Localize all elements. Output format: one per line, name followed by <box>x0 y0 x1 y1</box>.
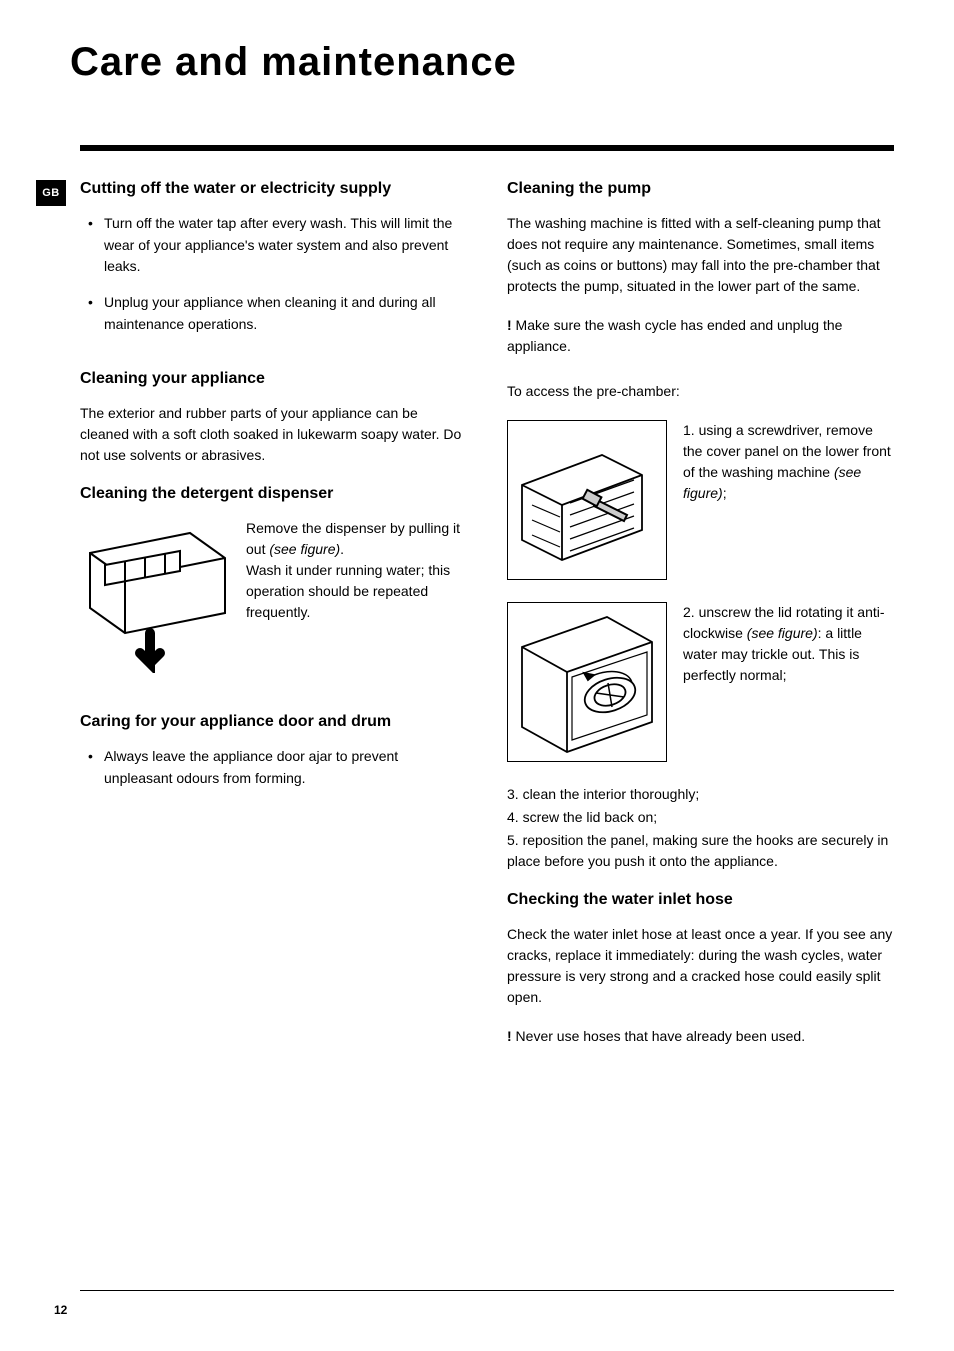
text-em: (see figure) <box>747 625 818 641</box>
figure-cover-panel-icon <box>507 420 667 580</box>
column-right: Cleaning the pump The washing machine is… <box>507 179 894 1065</box>
text-cleaning-appliance: The exterior and rubber parts of your ap… <box>80 403 467 466</box>
text-pump-lead: To access the pre-chamber: <box>507 381 894 402</box>
heading-cleaning-pump: Cleaning the pump <box>507 179 894 199</box>
figure-row-lid: 2. unscrew the lid rotating it anti-cloc… <box>507 602 894 762</box>
text-pump-warning: ! Make sure the wash cycle has ended and… <box>507 315 894 357</box>
text-dispenser: Remove the dispenser by pulling it out (… <box>246 518 467 623</box>
text-step3: 3. clean the interior thoroughly; <box>507 784 894 805</box>
text-span: Make sure the wash cycle has ended and u… <box>507 317 842 354</box>
text-span: ; <box>723 485 727 501</box>
list-item: Always leave the appliance door ajar to … <box>80 746 467 789</box>
text-span: Never use hoses that have already been u… <box>512 1028 805 1044</box>
figure-unscrew-lid-icon <box>507 602 667 762</box>
text-step4: 4. screw the lid back on; <box>507 807 894 828</box>
heading-cutting-off: Cutting off the water or electricity sup… <box>80 179 467 199</box>
column-left: Cutting off the water or electricity sup… <box>80 179 467 1065</box>
text-inlet-hose: Check the water inlet hose at least once… <box>507 924 894 1008</box>
page-title: Care and maintenance <box>70 40 894 85</box>
text-pump-intro: The washing machine is fitted with a sel… <box>507 213 894 297</box>
heading-detergent-dispenser: Cleaning the detergent dispenser <box>80 484 467 504</box>
list-item: Turn off the water tap after every wash.… <box>80 213 467 278</box>
text-span: . <box>340 541 344 557</box>
figure-row-panel: 1. using a screwdriver, remove the cover… <box>507 420 894 580</box>
heading-cleaning-appliance: Cleaning your appliance <box>80 369 467 389</box>
figure-dispenser-icon <box>80 518 230 678</box>
bullets-door-drum: Always leave the appliance door ajar to … <box>80 746 467 789</box>
list-item: Unplug your appliance when cleaning it a… <box>80 292 467 335</box>
divider-thin-bottom <box>80 1290 894 1291</box>
divider-thick <box>80 145 894 151</box>
heading-inlet-hose: Checking the water inlet hose <box>507 890 894 910</box>
page-number: 12 <box>54 1303 67 1317</box>
text-step2: 2. unscrew the lid rotating it anti-cloc… <box>683 602 894 686</box>
bullets-cutting-off: Turn off the water tap after every wash.… <box>80 213 467 335</box>
language-badge: GB <box>36 180 66 206</box>
text-em: (see figure) <box>269 541 340 557</box>
text-step5: 5. reposition the panel, making sure the… <box>507 830 894 872</box>
text-step1: 1. using a screwdriver, remove the cover… <box>683 420 894 504</box>
figure-row-dispenser: Remove the dispenser by pulling it out (… <box>80 518 467 678</box>
heading-door-drum: Caring for your appliance door and drum <box>80 712 467 732</box>
text-span: Wash it under running water; this operat… <box>246 562 450 620</box>
content-columns: Cutting off the water or electricity sup… <box>80 179 894 1065</box>
text-hose-warning: ! Never use hoses that have already been… <box>507 1026 894 1047</box>
